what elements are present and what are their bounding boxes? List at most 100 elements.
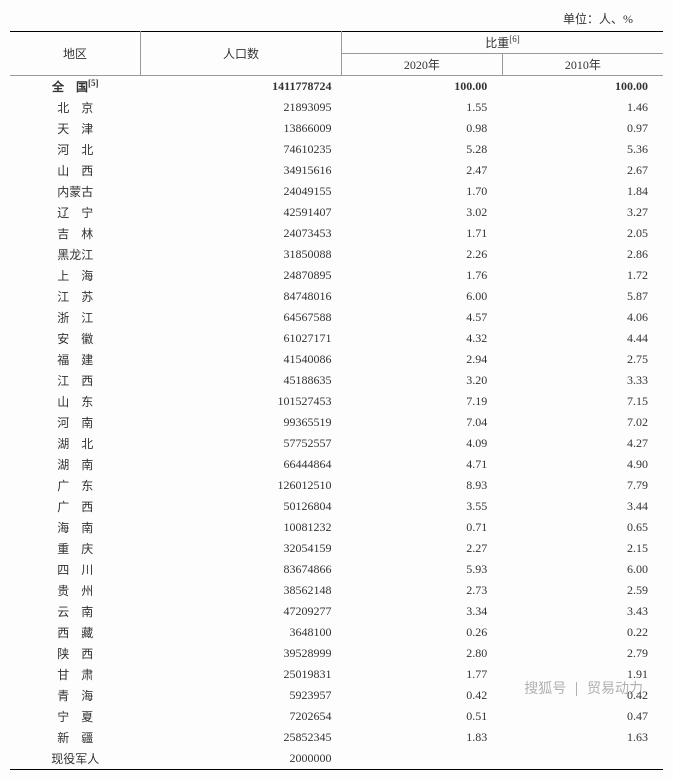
cell-population: 39528999 <box>141 643 342 664</box>
cell-population: 84748016 <box>141 286 342 307</box>
cell-w2010: 1.91 <box>502 664 663 685</box>
cell-region: 云 南 <box>10 601 141 622</box>
cell-population: 126012510 <box>141 475 342 496</box>
cell-population: 7202654 <box>141 706 342 727</box>
cell-w2010: 4.06 <box>502 307 663 328</box>
cell-region: 四 川 <box>10 559 141 580</box>
table-row: 甘 肃250198311.771.91 <box>10 664 663 685</box>
cell-w2010: 3.44 <box>502 496 663 517</box>
cell-w2020: 1.55 <box>342 97 503 118</box>
table-row: 山 东1015274537.197.15 <box>10 391 663 412</box>
table-row: 重 庆320541592.272.15 <box>10 538 663 559</box>
cell-w2020: 2.27 <box>342 538 503 559</box>
table-row: 海 南100812320.710.65 <box>10 517 663 538</box>
cell-region: 广 东 <box>10 475 141 496</box>
table-row: 宁 夏72026540.510.47 <box>10 706 663 727</box>
cell-population: 74610235 <box>141 139 342 160</box>
cell-w2010: 0.22 <box>502 622 663 643</box>
cell-w2010: 2.15 <box>502 538 663 559</box>
cell-w2020: 0.98 <box>342 118 503 139</box>
cell-region: 湖 北 <box>10 433 141 454</box>
cell-w2020: 3.34 <box>342 601 503 622</box>
cell-w2010: 3.33 <box>502 370 663 391</box>
cell-w2010: 3.43 <box>502 601 663 622</box>
table-row: 内蒙古240491551.701.84 <box>10 181 663 202</box>
cell-region: 天 津 <box>10 118 141 139</box>
cell-w2020: 2.73 <box>342 580 503 601</box>
cell-w2020: 0.26 <box>342 622 503 643</box>
cell-region: 青 海 <box>10 685 141 706</box>
table-row: 福 建415400862.942.75 <box>10 349 663 370</box>
cell-population: 24049155 <box>141 181 342 202</box>
cell-w2010: 2.67 <box>502 160 663 181</box>
cell-w2020: 7.04 <box>342 412 503 433</box>
cell-region: 海 南 <box>10 517 141 538</box>
cell-w2010 <box>502 748 663 770</box>
cell-w2010: 0.65 <box>502 517 663 538</box>
cell-region: 贵 州 <box>10 580 141 601</box>
cell-population: 21893095 <box>141 97 342 118</box>
cell-w2010: 7.15 <box>502 391 663 412</box>
header-2020: 2020年 <box>342 54 503 76</box>
table-row: 江 西451886353.203.33 <box>10 370 663 391</box>
cell-population: 101527453 <box>141 391 342 412</box>
cell-region: 吉 林 <box>10 223 141 244</box>
cell-region: 陕 西 <box>10 643 141 664</box>
cell-region: 内蒙古 <box>10 181 141 202</box>
cell-w2020: 4.57 <box>342 307 503 328</box>
cell-w2010: 1.63 <box>502 727 663 748</box>
table-row: 湖 北577525574.094.27 <box>10 433 663 454</box>
cell-population: 38562148 <box>141 580 342 601</box>
cell-population: 32054159 <box>141 538 342 559</box>
cell-region: 河 南 <box>10 412 141 433</box>
cell-region: 安 徽 <box>10 328 141 349</box>
cell-w2010: 1.72 <box>502 265 663 286</box>
cell-population: 5923957 <box>141 685 342 706</box>
cell-population: 99365519 <box>141 412 342 433</box>
cell-w2010: 0.97 <box>502 118 663 139</box>
cell-w2010: 100.00 <box>502 76 663 98</box>
cell-w2010: 4.90 <box>502 454 663 475</box>
cell-w2020: 2.80 <box>342 643 503 664</box>
table-row: 北 京218930951.551.46 <box>10 97 663 118</box>
table-row: 安 徽610271714.324.44 <box>10 328 663 349</box>
cell-region: 广 西 <box>10 496 141 517</box>
header-2010: 2010年 <box>502 54 663 76</box>
table-row: 陕 西395289992.802.79 <box>10 643 663 664</box>
cell-w2010: 7.79 <box>502 475 663 496</box>
cell-population: 57752557 <box>141 433 342 454</box>
cell-w2010: 4.44 <box>502 328 663 349</box>
table-body: 全 国[5]1411778724100.00100.00北 京218930951… <box>10 76 663 770</box>
cell-population: 3648100 <box>141 622 342 643</box>
cell-w2020: 0.71 <box>342 517 503 538</box>
cell-region: 山 西 <box>10 160 141 181</box>
cell-w2010: 4.27 <box>502 433 663 454</box>
cell-w2020: 100.00 <box>342 76 503 98</box>
cell-region: 河 北 <box>10 139 141 160</box>
table-row: 山 西349156162.472.67 <box>10 160 663 181</box>
cell-population: 34915616 <box>141 160 342 181</box>
cell-region: 北 京 <box>10 97 141 118</box>
cell-w2020: 1.70 <box>342 181 503 202</box>
header-region: 地区 <box>10 32 141 76</box>
cell-population: 1411778724 <box>141 76 342 98</box>
table-row: 新 疆258523451.831.63 <box>10 727 663 748</box>
table-row: 天 津138660090.980.97 <box>10 118 663 139</box>
cell-w2020: 1.83 <box>342 727 503 748</box>
cell-w2010: 7.02 <box>502 412 663 433</box>
population-table: 地区 人口数 比重[6] 2020年 2010年 全 国[5]141177872… <box>10 31 663 770</box>
table-row: 河 北746102355.285.36 <box>10 139 663 160</box>
cell-region: 山 东 <box>10 391 141 412</box>
cell-region: 辽 宁 <box>10 202 141 223</box>
table-row-total: 全 国[5]1411778724100.00100.00 <box>10 76 663 98</box>
cell-region: 甘 肃 <box>10 664 141 685</box>
cell-w2020: 6.00 <box>342 286 503 307</box>
table-row: 江 苏847480166.005.87 <box>10 286 663 307</box>
table-row: 河 南993655197.047.02 <box>10 412 663 433</box>
header-weight-group: 比重[6] <box>342 32 664 54</box>
cell-population: 83674866 <box>141 559 342 580</box>
cell-region: 宁 夏 <box>10 706 141 727</box>
cell-w2020: 4.71 <box>342 454 503 475</box>
table-row: 云 南472092773.343.43 <box>10 601 663 622</box>
table-row: 浙 江645675884.574.06 <box>10 307 663 328</box>
